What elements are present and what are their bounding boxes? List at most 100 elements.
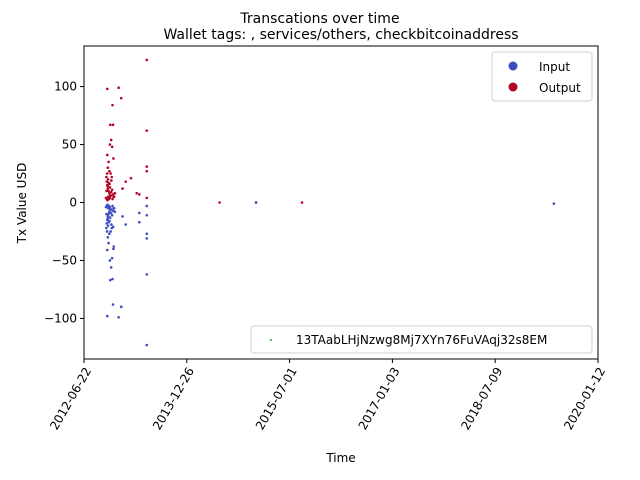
data-point-input <box>145 232 149 236</box>
data-point-output <box>138 193 141 196</box>
data-point-input <box>107 212 110 216</box>
x-tick-label: 2018-07-09 <box>458 365 505 432</box>
data-point-output <box>107 189 110 193</box>
data-point-input <box>117 315 120 319</box>
data-point-input <box>108 232 111 236</box>
legend-address-marker <box>270 339 272 341</box>
data-point-input <box>113 210 117 214</box>
data-point-output <box>117 86 120 90</box>
data-point-input <box>138 220 141 224</box>
data-point-input <box>110 223 113 226</box>
data-point-output <box>105 87 109 91</box>
data-point-output <box>105 189 108 193</box>
data-point-output <box>108 123 112 127</box>
chart-title: Transcations over time <box>239 11 399 27</box>
data-point-output <box>109 194 113 197</box>
data-point-input <box>106 224 110 227</box>
data-point-input <box>109 211 113 215</box>
legend-address: 13TAabLHjNzwg8Mj7XYn76FuVAqj32s8EM <box>250 325 593 354</box>
data-point-output <box>106 178 110 181</box>
data-point-input <box>109 230 112 233</box>
data-point-output <box>107 181 111 185</box>
data-point-output <box>145 129 149 132</box>
data-point-output <box>109 172 112 175</box>
data-point-output <box>110 175 114 179</box>
x-axis-label: Time <box>325 451 355 465</box>
data-point-output <box>112 195 115 199</box>
data-point-output <box>109 138 113 142</box>
data-point-output <box>105 153 109 157</box>
y-axis-label: Tx Value USD <box>15 163 29 245</box>
chart-subtitle: Wallet tags: , services/others, checkbit… <box>163 27 518 43</box>
data-point-output <box>106 184 109 188</box>
data-point-input <box>552 202 556 205</box>
data-point-input <box>105 212 108 216</box>
data-point-input <box>124 223 128 226</box>
data-point-output <box>109 190 113 194</box>
data-point-output <box>145 58 149 62</box>
data-point-input <box>107 241 110 245</box>
data-point-output <box>135 191 139 195</box>
y-tick-label: 0 <box>69 196 77 210</box>
data-point-output <box>129 176 133 180</box>
x-tick-label: 2012-06-22 <box>47 365 94 432</box>
data-point-input <box>121 215 124 218</box>
y-tick-label: 50 <box>62 138 77 152</box>
data-point-input <box>111 277 114 281</box>
data-point-input <box>111 204 114 208</box>
data-point-output <box>121 187 124 190</box>
data-point-input <box>108 216 112 219</box>
data-point-input <box>108 205 112 209</box>
data-point-output <box>110 188 114 192</box>
data-point-output <box>111 197 114 201</box>
data-point-output <box>124 180 128 183</box>
data-point-output <box>105 172 109 175</box>
data-point-input <box>108 259 112 262</box>
data-point-input <box>105 248 109 252</box>
data-point-output <box>145 169 149 173</box>
data-point-input <box>111 303 115 306</box>
data-point-output <box>108 143 112 146</box>
data-point-input <box>112 245 116 248</box>
data-point-input <box>254 201 258 204</box>
data-point-input <box>145 343 149 347</box>
data-point-input <box>112 247 115 251</box>
data-point-output <box>111 123 115 127</box>
legend-series: Input Output <box>491 51 593 102</box>
data-point-output <box>108 186 112 189</box>
legend-input-label: Input <box>539 60 570 74</box>
data-points <box>104 58 556 347</box>
data-point-output <box>108 169 111 173</box>
data-point-input <box>108 278 112 282</box>
data-point-output <box>105 180 109 183</box>
data-point-output <box>106 166 110 170</box>
data-point-input <box>119 305 123 309</box>
data-point-input <box>111 225 115 229</box>
legend-output-label: Output <box>539 81 581 95</box>
legend-input-marker <box>508 61 518 71</box>
data-point-input <box>109 208 113 211</box>
y-tick-label: 100 <box>54 80 77 94</box>
data-point-input <box>110 256 114 260</box>
data-point-output <box>218 201 221 204</box>
data-point-output <box>300 201 304 204</box>
legend-address-label: 13TAabLHjNzwg8Mj7XYn76FuVAqj32s8EM <box>296 333 547 347</box>
data-point-input <box>145 237 149 240</box>
data-point-output <box>110 145 114 149</box>
y-tick-label: −50 <box>52 253 77 267</box>
y-tick-label: −100 <box>44 311 77 325</box>
x-tick-label: 2017-01-03 <box>356 365 403 432</box>
data-point-output <box>145 196 149 200</box>
data-point-output <box>112 157 115 160</box>
data-point-output <box>111 103 114 107</box>
data-point-input <box>105 222 109 225</box>
data-point-input <box>111 209 115 212</box>
data-point-output <box>110 179 113 182</box>
data-point-output <box>145 165 149 168</box>
data-point-input <box>106 235 110 239</box>
data-point-input <box>145 204 149 208</box>
data-point-input <box>138 211 141 215</box>
data-point-output <box>107 160 110 164</box>
x-tick-label: 2013-12-26 <box>150 365 197 432</box>
